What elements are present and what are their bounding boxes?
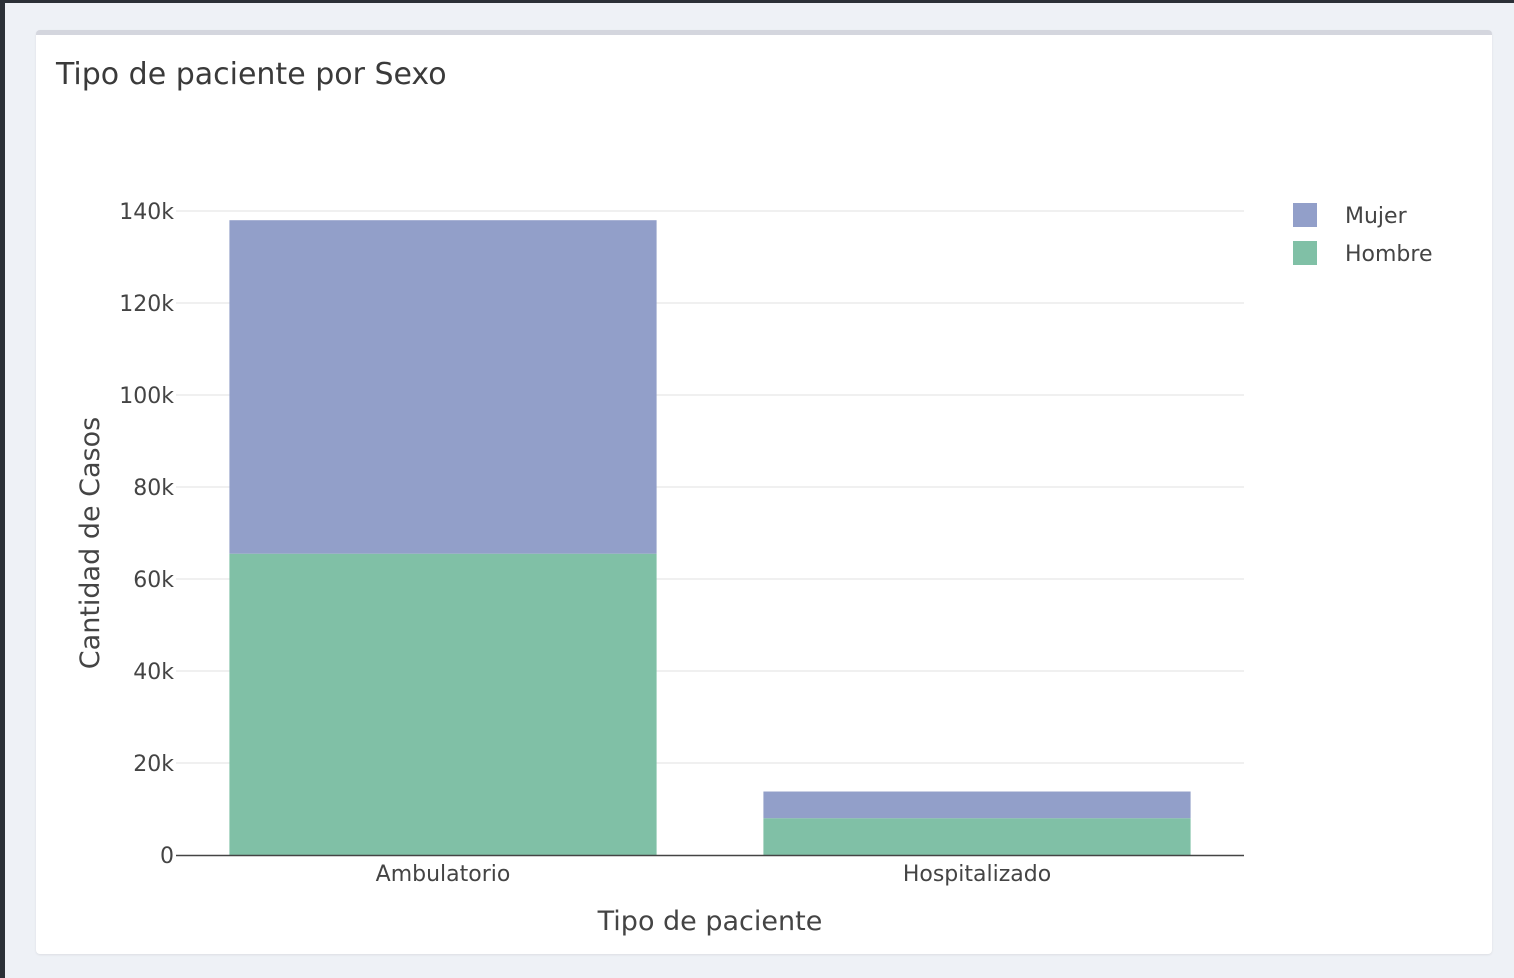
bar-hombre-ambulatorio[interactable] [229, 553, 657, 855]
legend-label-mujer[interactable]: Mujer [1345, 204, 1408, 229]
card-title: Tipo de paciente por Sexo [56, 57, 447, 92]
window-left-edge [0, 0, 5, 978]
x-tick-labels: Ambulatorio Hospitalizado [376, 862, 1052, 887]
x-axis-title: Tipo de paciente [597, 906, 823, 937]
y-tick-label: 60k [133, 568, 174, 593]
x-tick-label: Hospitalizado [903, 862, 1051, 887]
chart-card: Tipo de paciente por Sexo 0 20k 40k 60k 80k 1… [36, 30, 1492, 954]
y-tick-label: 40k [133, 660, 174, 685]
legend: Mujer Hombre [1293, 203, 1433, 267]
bar-hombre-hospitalizado[interactable] [763, 818, 1191, 855]
x-tick-label: Ambulatorio [376, 862, 511, 887]
bar-chart: 0 20k 40k 60k 80k 100k 120k 140k Ambulatorio Hos… [75, 200, 1433, 937]
y-axis-title: Cantidad de Casos [75, 417, 106, 669]
y-tick-label: 20k [133, 752, 174, 777]
y-tick-labels: 0 20k 40k 60k 80k 100k 120k 140k [119, 200, 174, 869]
y-tick-label: 80k [133, 476, 174, 501]
bars [229, 220, 1191, 855]
legend-swatch-mujer[interactable] [1293, 203, 1317, 227]
bar-mujer-hospitalizado[interactable] [763, 791, 1191, 819]
y-tick-label: 140k [119, 200, 174, 225]
y-tick-label: 120k [119, 292, 174, 317]
y-tick-label: 0 [160, 844, 174, 869]
window-top-edge [0, 0, 1514, 3]
bar-mujer-ambulatorio[interactable] [229, 220, 657, 554]
y-tick-label: 100k [119, 384, 174, 409]
legend-swatch-hombre[interactable] [1293, 241, 1317, 265]
legend-label-hombre[interactable]: Hombre [1345, 242, 1433, 267]
